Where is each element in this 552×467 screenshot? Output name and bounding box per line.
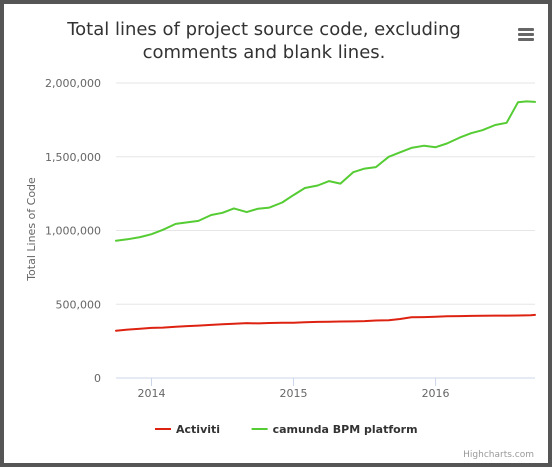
chart-title-line-1: Total lines of project source code, excl… xyxy=(67,19,461,40)
legend-item-activiti[interactable]: Activiti xyxy=(155,423,220,436)
y-tick-label: 1,000,000 xyxy=(45,225,101,238)
legend-label: Activiti xyxy=(176,423,220,436)
hamburger-menu-icon[interactable] xyxy=(515,24,537,44)
series-group xyxy=(115,100,536,332)
chart-title-line-2: comments and blank lines. xyxy=(142,42,386,63)
y-axis-title: Total Lines of Code xyxy=(25,177,38,282)
y-axis-labels: 0 500,000 1,000,000 1,500,000 2,000,000 xyxy=(45,77,101,385)
legend-label: camunda BPM platform xyxy=(273,423,418,436)
y-tick-label: 500,000 xyxy=(56,298,102,311)
series-line-activiti[interactable] xyxy=(115,313,536,332)
y-tick-label: 0 xyxy=(94,372,101,385)
credits-link[interactable]: Highcharts.com xyxy=(463,450,534,460)
menu-bar-top xyxy=(518,28,534,31)
y-tick-label: 1,500,000 xyxy=(45,151,101,164)
x-tick-label: 2016 xyxy=(422,387,450,400)
menu-bar-middle xyxy=(518,33,534,36)
series-line-camunda-bpm-platform[interactable] xyxy=(115,100,536,242)
menu-bar-bottom xyxy=(518,38,534,41)
x-axis: 2014 2015 2016 xyxy=(116,377,535,400)
grid-lines xyxy=(116,82,535,379)
legend: Activiti camunda BPM platform xyxy=(155,423,418,436)
x-tick-label: 2014 xyxy=(138,387,166,400)
y-tick-label: 2,000,000 xyxy=(45,77,101,90)
legend-item-camunda-bpm-platform[interactable]: camunda BPM platform xyxy=(251,423,418,436)
x-tick-label: 2015 xyxy=(280,387,308,400)
